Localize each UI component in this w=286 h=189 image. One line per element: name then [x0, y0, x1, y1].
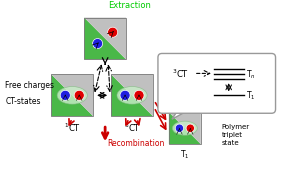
Bar [51, 74, 93, 116]
Polygon shape [169, 112, 201, 144]
Polygon shape [111, 74, 153, 116]
Ellipse shape [117, 87, 147, 104]
Circle shape [93, 39, 103, 49]
Circle shape [186, 124, 194, 132]
Text: Free charges: Free charges [5, 81, 54, 90]
Circle shape [175, 124, 184, 132]
Circle shape [108, 27, 118, 37]
Text: Extraction: Extraction [108, 1, 151, 10]
Bar [84, 18, 126, 60]
Text: Polymer
triplet
state: Polymer triplet state [222, 124, 250, 146]
Text: T$_1$: T$_1$ [246, 89, 255, 101]
Ellipse shape [172, 121, 197, 135]
Text: T$_1$: T$_1$ [180, 148, 190, 161]
Text: $^1$CT: $^1$CT [64, 121, 81, 134]
Ellipse shape [57, 87, 87, 104]
Text: T$_n$: T$_n$ [246, 68, 255, 81]
Polygon shape [111, 74, 153, 116]
Circle shape [120, 90, 130, 100]
Polygon shape [84, 18, 126, 60]
Bar [169, 112, 201, 144]
Circle shape [134, 90, 144, 100]
Polygon shape [172, 107, 194, 119]
Text: CT-states: CT-states [5, 97, 41, 106]
Circle shape [60, 90, 70, 100]
Polygon shape [51, 74, 93, 116]
FancyBboxPatch shape [158, 53, 275, 113]
Bar [111, 74, 153, 116]
Polygon shape [169, 112, 201, 144]
Text: $^3$CT: $^3$CT [124, 121, 140, 134]
Circle shape [74, 90, 84, 100]
Text: Recombination: Recombination [107, 139, 164, 148]
Text: $^3$CT: $^3$CT [172, 67, 189, 80]
Polygon shape [84, 18, 126, 60]
Polygon shape [51, 74, 93, 116]
